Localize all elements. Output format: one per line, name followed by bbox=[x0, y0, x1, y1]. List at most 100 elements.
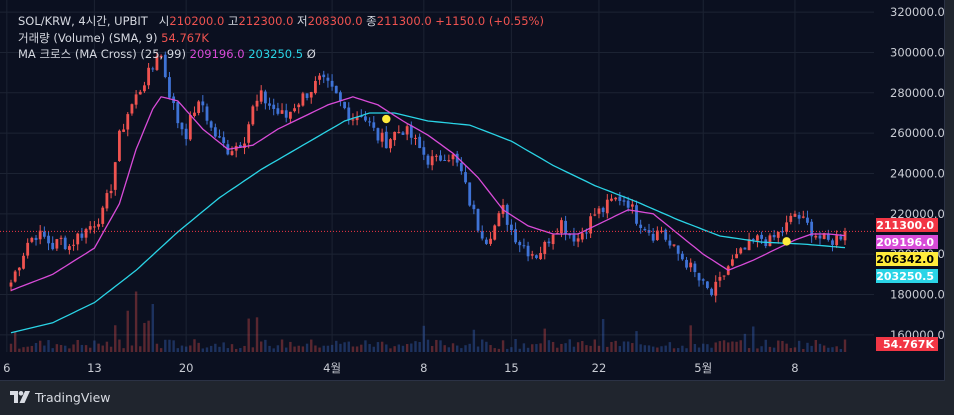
price-tag: 209196.0 bbox=[876, 235, 938, 249]
volume-bar bbox=[543, 328, 546, 352]
tradingview-logo-icon[interactable] bbox=[10, 391, 30, 403]
candle-body bbox=[9, 282, 13, 287]
volume-bar bbox=[710, 347, 713, 352]
candle-body bbox=[664, 229, 668, 240]
candle-body bbox=[84, 229, 88, 238]
volume-bar bbox=[93, 340, 96, 352]
volume-bar bbox=[606, 346, 609, 352]
candle-body bbox=[585, 232, 588, 234]
y-tick-label: 220000.0 bbox=[890, 207, 944, 221]
volume-bar bbox=[560, 343, 563, 352]
candle-body bbox=[714, 281, 718, 296]
candle-body bbox=[188, 115, 192, 140]
candle-body bbox=[380, 132, 384, 142]
candle-body bbox=[647, 230, 651, 233]
volume-bar bbox=[114, 325, 117, 352]
legend-change: +1150.0 (+0.55%) bbox=[435, 14, 544, 28]
volume-bar bbox=[176, 348, 179, 352]
candle-body bbox=[368, 121, 372, 123]
volume-bar bbox=[835, 346, 838, 352]
volume-bar bbox=[618, 346, 622, 352]
price-tag-box bbox=[876, 218, 938, 232]
candle-body bbox=[17, 267, 21, 271]
candle-body bbox=[222, 137, 226, 144]
volume-bar bbox=[218, 346, 221, 352]
volume-bar bbox=[489, 345, 492, 352]
legend-volume-row[interactable]: 거래량 (Volume) (SMA, 9) 54.767K bbox=[18, 30, 544, 47]
candle-body bbox=[785, 222, 789, 232]
candle-body bbox=[526, 245, 530, 257]
volume-bar bbox=[151, 304, 154, 352]
candle-body bbox=[655, 230, 659, 240]
volume-bar bbox=[460, 348, 463, 352]
candle-body bbox=[660, 230, 663, 232]
candle-body bbox=[393, 131, 397, 141]
candle-body bbox=[776, 231, 780, 238]
x-tick-label: 13 bbox=[87, 361, 102, 375]
volume-bar bbox=[343, 342, 346, 352]
candle-body bbox=[376, 128, 380, 141]
volume-bars bbox=[9, 291, 847, 352]
legend-open-label: 시 bbox=[158, 14, 170, 28]
candle-body bbox=[439, 155, 442, 161]
volume-bar bbox=[322, 345, 325, 352]
volume-bar bbox=[26, 346, 29, 352]
candle-body bbox=[818, 235, 822, 239]
candle-body bbox=[339, 92, 342, 101]
volume-bar bbox=[564, 343, 567, 352]
volume-bar bbox=[643, 345, 647, 352]
price-tag-label: 54.767K bbox=[883, 338, 934, 351]
volume-bar bbox=[747, 348, 751, 352]
candle-body bbox=[605, 199, 609, 214]
candle-body bbox=[610, 198, 613, 201]
candle-body bbox=[26, 242, 30, 256]
volume-bar bbox=[376, 342, 380, 352]
candle-body bbox=[839, 236, 843, 240]
volume-bar bbox=[768, 346, 772, 352]
candle-body bbox=[668, 240, 672, 246]
volume-bar bbox=[101, 345, 104, 352]
volume-bar bbox=[405, 344, 409, 352]
legend-open-value: 210200.0 bbox=[169, 14, 225, 28]
legend-ma-slow-value: 203250.5 bbox=[248, 47, 304, 61]
candle-body bbox=[480, 231, 484, 239]
candle-body bbox=[697, 273, 701, 281]
candle-body bbox=[22, 255, 25, 269]
volume-bar bbox=[280, 339, 284, 352]
candle-body bbox=[518, 241, 522, 246]
x-tick-label: 8 bbox=[420, 361, 427, 375]
candle-body bbox=[680, 253, 684, 260]
volume-bar bbox=[422, 325, 426, 352]
volume-bar bbox=[510, 347, 513, 352]
footer-brand[interactable]: TradingView bbox=[35, 389, 111, 405]
volume-bar bbox=[685, 348, 688, 352]
volume-bar bbox=[626, 341, 630, 352]
volume-bar bbox=[827, 347, 830, 352]
volume-bar bbox=[305, 343, 309, 352]
y-tick-label: 180000.0 bbox=[890, 288, 944, 302]
ma-fast-line bbox=[10, 96, 846, 292]
price-tag-box bbox=[876, 235, 938, 249]
candle-body bbox=[326, 77, 330, 81]
candle-body bbox=[806, 217, 809, 223]
volume-bar bbox=[222, 342, 225, 352]
volume-bar bbox=[764, 339, 767, 352]
volume-bar bbox=[43, 345, 46, 352]
candle-body bbox=[105, 193, 109, 209]
volume-bar bbox=[389, 348, 392, 352]
volume-bar bbox=[593, 339, 596, 352]
chart-area[interactable]: 160000.0180000.0200000.0220000.0240000.0… bbox=[0, 0, 945, 381]
candle-body bbox=[472, 204, 476, 210]
candle-body bbox=[772, 234, 776, 238]
volume-bar bbox=[622, 341, 626, 352]
price-tag-label: 203250.5 bbox=[876, 270, 934, 283]
x-tick-label: 6 bbox=[3, 361, 10, 375]
candle-body bbox=[243, 143, 246, 148]
candle-body bbox=[201, 101, 205, 106]
candle-body bbox=[455, 153, 459, 163]
candlestick-chart[interactable]: 160000.0180000.0200000.0220000.0240000.0… bbox=[0, 0, 944, 380]
legend-symbol[interactable]: SOL/KRW, 4시간, UPBIT bbox=[18, 14, 148, 28]
candle-body bbox=[409, 125, 413, 138]
candle-body bbox=[676, 245, 680, 254]
legend-ma-row[interactable]: MA 크로스 (MA Cross) (25, 99) 209196.0 2032… bbox=[18, 46, 544, 63]
